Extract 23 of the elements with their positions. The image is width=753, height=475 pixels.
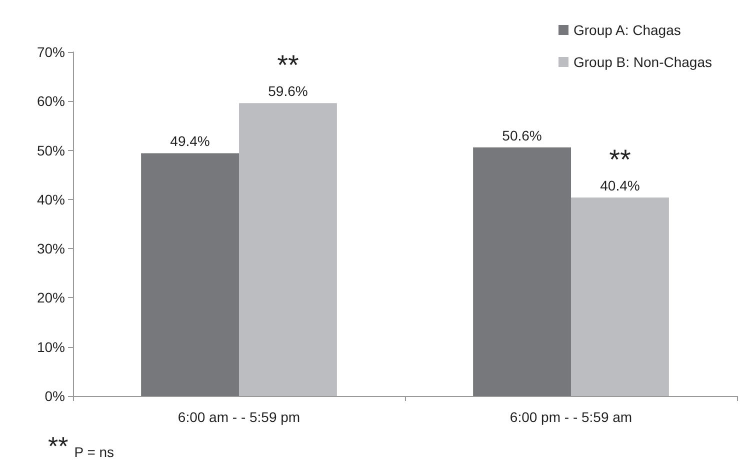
annotation: ** [277, 50, 299, 81]
annotation: ** [609, 144, 631, 175]
y-tick-label: 70% [36, 44, 65, 60]
legend-label: Group B: Non-Chagas [573, 54, 712, 70]
y-tick-label: 40% [36, 191, 65, 208]
bar [473, 147, 571, 396]
bar [141, 153, 239, 396]
x-tick-label: 6:00 pm - - 5:59 am [510, 409, 632, 425]
y-tick-label: 50% [36, 142, 65, 158]
data-label: 40.4% [600, 177, 640, 194]
data-label: 49.4% [170, 133, 210, 150]
data-label: 59.6% [268, 83, 308, 100]
y-tick-label: 10% [36, 338, 65, 355]
x-tick-label: 6:00 am - - 5:59 pm [178, 409, 300, 425]
y-tick-label: 30% [36, 240, 65, 257]
data-label: 50.6% [502, 127, 542, 144]
bar [571, 197, 669, 396]
y-tick-label: 20% [36, 290, 65, 306]
legend-label: Group A: Chagas [573, 22, 681, 38]
y-tick-label: 60% [36, 93, 65, 110]
bar [239, 103, 337, 396]
text: ** P = ns [48, 431, 114, 461]
y-tick-label: 0% [44, 388, 65, 404]
